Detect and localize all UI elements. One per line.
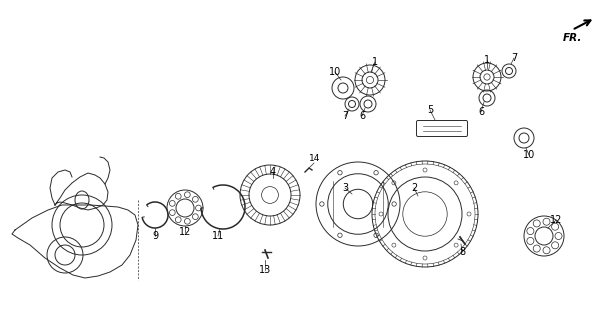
Text: 2: 2: [411, 183, 417, 193]
Text: 6: 6: [359, 111, 365, 121]
Text: 1: 1: [372, 57, 378, 67]
Text: 10: 10: [523, 150, 535, 160]
Text: 7: 7: [342, 111, 348, 121]
Text: 5: 5: [427, 105, 433, 115]
Text: 3: 3: [342, 183, 348, 193]
Text: 9: 9: [152, 231, 158, 241]
Text: 6: 6: [478, 107, 484, 117]
Text: 4: 4: [270, 167, 276, 177]
Text: 13: 13: [259, 265, 271, 275]
Text: 12: 12: [179, 227, 191, 237]
Text: 1: 1: [484, 55, 490, 65]
Text: 7: 7: [511, 53, 517, 63]
Text: 12: 12: [550, 215, 562, 225]
Text: 10: 10: [329, 67, 341, 77]
Text: 11: 11: [212, 231, 224, 241]
Text: 8: 8: [459, 247, 465, 257]
Text: 14: 14: [309, 154, 320, 163]
Text: FR.: FR.: [563, 33, 582, 43]
